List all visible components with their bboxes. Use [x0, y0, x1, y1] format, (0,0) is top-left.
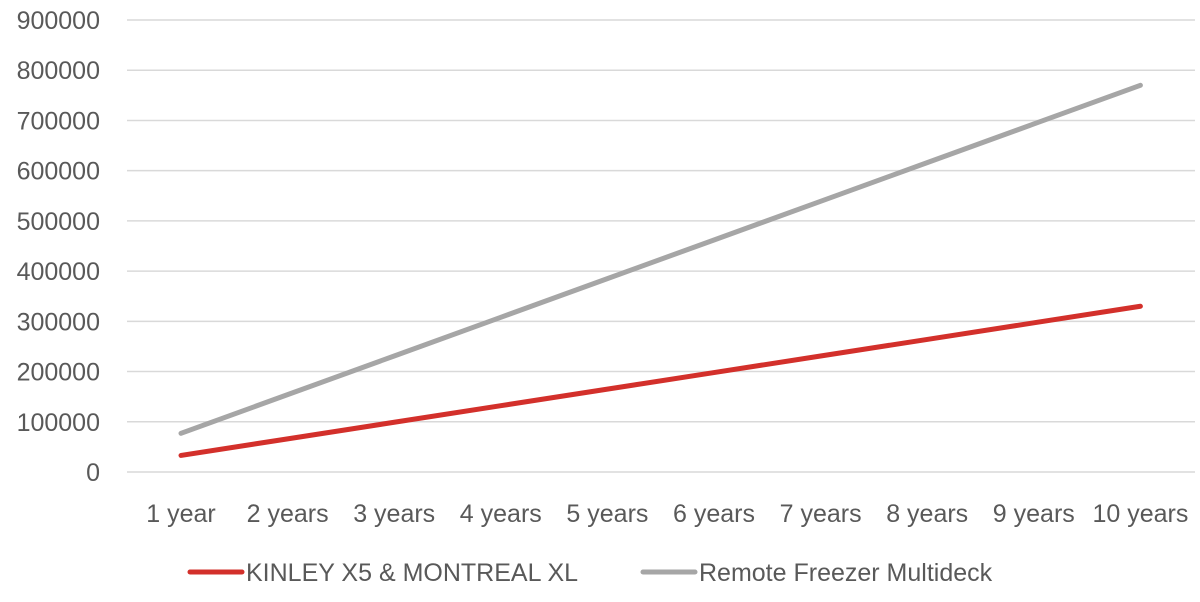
x-tick-label: 3 years [353, 500, 435, 528]
x-tick-label: 4 years [460, 500, 542, 528]
y-axis-tick-labels: 0 100000 200000 300000 400000 500000 600000 700… [17, 7, 100, 487]
y-tick-label: 900000 [17, 7, 100, 35]
y-tick-label: 300000 [17, 308, 100, 336]
x-tick-label: 6 years [673, 500, 755, 528]
x-axis-tick-labels: 1 year 2 years 3 years 4 years 5 years 6 year… [146, 500, 1188, 528]
y-tick-label: 200000 [17, 359, 100, 387]
x-tick-label: 10 years [1092, 500, 1188, 528]
x-tick-label: 5 years [566, 500, 648, 528]
x-tick-label: 9 years [993, 500, 1075, 528]
legend: KINLEY X5 & MONTREAL XL Remote Freezer Mu… [187, 559, 993, 587]
legend-label: Remote Freezer Multideck [699, 559, 993, 587]
series-line [178, 303, 1143, 458]
x-tick-label: 1 year [146, 500, 215, 528]
series-line [178, 82, 1143, 436]
y-tick-label: 0 [86, 459, 100, 487]
y-tick-label: 500000 [17, 208, 100, 236]
x-tick-label: 2 years [247, 500, 329, 528]
y-tick-label: 400000 [17, 258, 100, 286]
y-tick-label: 700000 [17, 107, 100, 135]
gridlines [127, 19, 1195, 473]
y-tick-label: 600000 [17, 158, 100, 186]
y-tick-label: 100000 [17, 409, 100, 437]
x-tick-label: 7 years [780, 500, 862, 528]
y-tick-label: 800000 [17, 57, 100, 85]
series-lines [178, 82, 1143, 458]
legend-label: KINLEY X5 & MONTREAL XL [246, 559, 578, 587]
x-tick-label: 8 years [886, 500, 968, 528]
